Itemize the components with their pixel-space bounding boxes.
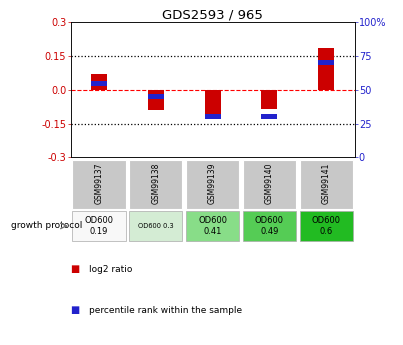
Bar	[318, 48, 334, 90]
Text: growth protocol: growth protocol	[11, 221, 82, 230]
Text: ■: ■	[71, 306, 80, 315]
Text: OD600 0.3: OD600 0.3	[138, 223, 174, 229]
Bar	[299, 160, 353, 209]
Text: OD600
0.49: OD600 0.49	[255, 216, 284, 236]
Text: OD600
0.6: OD600 0.6	[312, 216, 341, 236]
Bar	[91, 81, 107, 86]
Text: ■: ■	[71, 264, 80, 274]
Bar	[129, 160, 183, 209]
Bar	[205, 90, 220, 117]
Bar	[243, 160, 296, 209]
Title: GDS2593 / 965: GDS2593 / 965	[162, 8, 263, 21]
Bar	[186, 211, 239, 241]
Bar	[148, 94, 164, 99]
Text: OD600
0.19: OD600 0.19	[85, 216, 113, 236]
Bar	[72, 211, 126, 241]
Bar	[205, 114, 220, 119]
Text: percentile rank within the sample: percentile rank within the sample	[89, 306, 242, 315]
Text: log2 ratio: log2 ratio	[89, 265, 132, 274]
Bar	[243, 211, 296, 241]
Text: GSM99138: GSM99138	[151, 163, 160, 204]
Bar	[186, 160, 239, 209]
Bar	[129, 211, 183, 241]
Text: GSM99140: GSM99140	[265, 162, 274, 204]
Bar	[262, 114, 277, 119]
Bar	[148, 90, 164, 110]
Bar	[72, 160, 126, 209]
Text: GSM99139: GSM99139	[208, 162, 217, 204]
Text: OD600
0.41: OD600 0.41	[198, 216, 227, 236]
Bar	[262, 90, 277, 109]
Bar	[299, 211, 353, 241]
Text: GSM99137: GSM99137	[94, 162, 104, 204]
Bar	[91, 74, 107, 90]
Text: GSM99141: GSM99141	[322, 163, 331, 204]
Bar	[318, 60, 334, 65]
